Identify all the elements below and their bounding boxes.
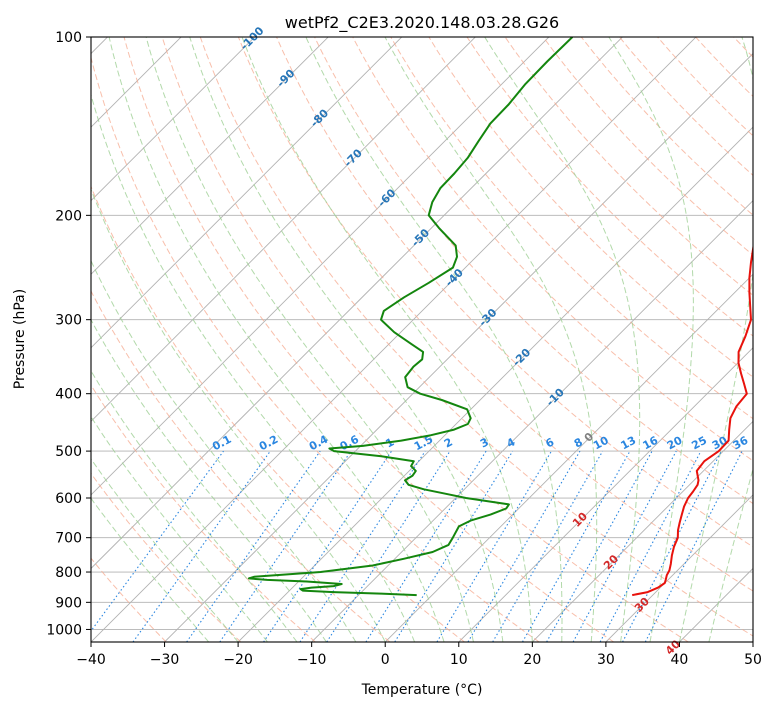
temperature-profile-line xyxy=(632,242,753,597)
moist-adiabat-line xyxy=(91,93,416,642)
dry-adiabat-line xyxy=(91,557,167,642)
y-axis-label: Pressure (hPa) xyxy=(12,289,28,389)
isotherm-line xyxy=(311,200,753,642)
mixing-ratio-line xyxy=(546,450,653,642)
mixing-ratio-line xyxy=(326,450,451,642)
dry-adiabat-line xyxy=(275,37,753,548)
dry-adiabat-line xyxy=(352,37,753,462)
mixing-ratio-line xyxy=(219,450,352,642)
y-tick-label: 200 xyxy=(55,208,82,224)
x-tick-label: 0 xyxy=(381,652,390,668)
isotherm-line xyxy=(458,347,753,642)
moist-adiabat-line xyxy=(241,37,533,642)
sounding-profiles xyxy=(247,37,753,597)
moist-adiabat-line xyxy=(108,37,445,642)
mixing-ratio-line xyxy=(492,450,604,642)
mixing-ratio-line xyxy=(186,450,321,642)
mixing-ratio-label: 30 xyxy=(710,434,730,453)
y-tick-label: 900 xyxy=(55,595,82,611)
mixing-ratio-label: 36 xyxy=(731,434,751,453)
reference-lines xyxy=(91,37,753,642)
dry-adiabat-line xyxy=(466,37,753,337)
x-tick-label: 20 xyxy=(523,652,541,668)
dry-adiabat-line xyxy=(237,37,753,592)
chart-title: wetPf2_C2E3.2020.148.03.28.G26 xyxy=(285,13,559,33)
x-tick-label: 50 xyxy=(744,652,762,668)
x-tick-label: 10 xyxy=(450,652,468,668)
moist-adiabat-line xyxy=(305,37,563,642)
isotherm-line xyxy=(237,126,753,642)
moist-adiabat-line xyxy=(91,457,239,642)
mixing-ratio-line xyxy=(436,450,552,642)
isotherm-line xyxy=(91,37,550,496)
mixing-ratio-line xyxy=(394,450,514,642)
mixing-ratio-label: 20 xyxy=(665,434,685,453)
isotherm-line xyxy=(91,37,697,642)
x-tick-label: −30 xyxy=(150,652,180,668)
mixing-ratio-label: 10 xyxy=(591,434,611,453)
x-tick-label: −10 xyxy=(297,652,327,668)
moist-adiabat-line xyxy=(91,415,268,642)
x-tick-label: −40 xyxy=(76,652,106,668)
x-tick-label: −20 xyxy=(223,652,253,668)
dry-adiabat-line xyxy=(91,55,540,642)
mixing-ratio-label: 25 xyxy=(689,434,709,453)
mixing-ratio-line xyxy=(467,450,581,642)
moist-adiabat-line xyxy=(484,37,641,642)
plot-frame xyxy=(90,36,754,643)
isotherm-line xyxy=(91,37,624,570)
isotherm-line xyxy=(532,420,753,642)
dry-adiabat-line xyxy=(91,472,242,642)
dry-adiabat-line xyxy=(91,384,316,642)
y-tick-label: 800 xyxy=(55,565,82,581)
y-tick-label: 600 xyxy=(55,491,82,507)
isotherm-line xyxy=(384,273,753,642)
x-tick-label: 30 xyxy=(597,652,615,668)
isotherm-line xyxy=(605,494,753,642)
moist-adiabat-line xyxy=(145,37,474,642)
dry-adiabat-line xyxy=(199,37,753,637)
y-tick-label: 1000 xyxy=(46,622,82,638)
x-axis-label: Temperature (°C) xyxy=(361,682,483,698)
y-tick-label: 100 xyxy=(55,30,82,46)
isotherm-line xyxy=(164,52,753,642)
axes: −40 −30 −20 −10 0 10 20 30 40 50 100 200 300 400 500 60… xyxy=(46,30,762,668)
moist-adiabat-line xyxy=(678,37,753,642)
moist-adiabat-line xyxy=(384,37,598,642)
moist-adiabat-line xyxy=(608,37,694,642)
dry-adiabat-line xyxy=(161,37,689,642)
mixing-ratio-line xyxy=(521,450,631,642)
mixing-ratio-label: 16 xyxy=(641,434,661,453)
isotherm-line xyxy=(91,37,329,275)
mixing-ratio-line xyxy=(572,450,677,642)
moist-adiabat-line xyxy=(91,188,386,642)
dry-adiabat-line xyxy=(504,37,753,296)
dry-adiabat-line xyxy=(313,37,753,505)
moist-adiabat-line xyxy=(91,369,298,642)
dry-adiabat-line xyxy=(91,185,465,642)
moist-adiabat-line xyxy=(91,259,357,642)
dewpoint-profile-line xyxy=(247,37,574,597)
x-tick-label: 40 xyxy=(671,652,689,668)
mixing-ratio-label: 13 xyxy=(619,434,639,453)
dry-adiabat-line xyxy=(91,290,391,642)
isotherm-line xyxy=(91,37,403,349)
y-tick-label: 500 xyxy=(55,444,82,460)
moist-adiabat-line xyxy=(91,497,210,642)
dry-adiabat-line xyxy=(390,37,753,420)
mixing-ratio-line xyxy=(365,450,487,642)
y-tick-label: 400 xyxy=(55,387,82,403)
isotherm-line xyxy=(91,37,476,422)
y-tick-label: 700 xyxy=(55,531,82,547)
y-tick-label: 300 xyxy=(55,313,82,329)
